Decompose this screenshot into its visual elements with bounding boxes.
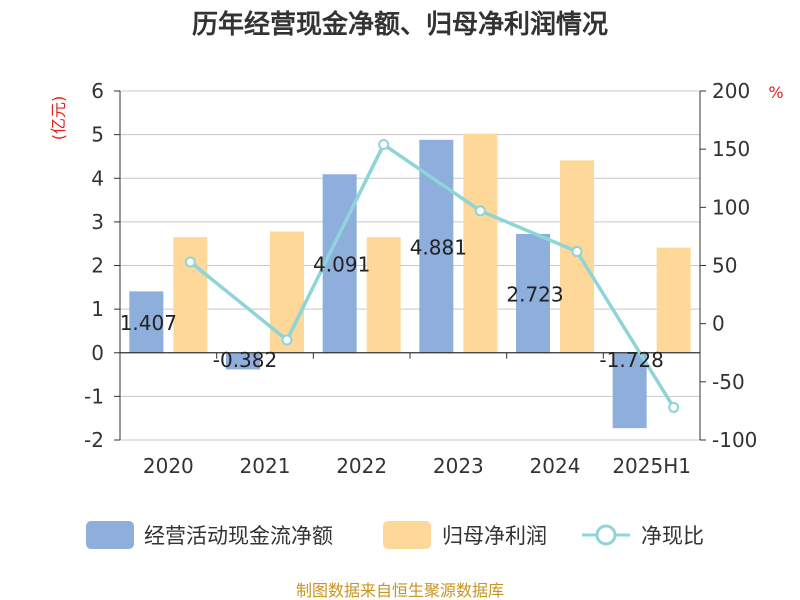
left-tick-label: 6 <box>91 79 104 103</box>
source-note: 制图数据来自恒生聚源数据库 <box>296 581 504 600</box>
x-tick-label: 2021 <box>240 454 291 478</box>
ratio-point <box>571 246 583 258</box>
bar-profit <box>656 247 691 353</box>
legend: 经营活动现金流净额 归母净利润 净现比 <box>86 521 704 549</box>
ratio-point <box>281 334 293 346</box>
legend-swatch-profit <box>383 521 431 549</box>
left-tick-label: -1 <box>84 384 104 408</box>
cashflow-data-label: 4.091 <box>313 253 370 277</box>
right-tick-label: 150 <box>712 137 750 161</box>
right-tick-label: 50 <box>712 254 737 278</box>
x-tick-label: 2022 <box>336 454 387 478</box>
bar-cashflow <box>419 139 454 353</box>
bar-cashflow <box>516 233 550 353</box>
bar-cashflow <box>226 352 260 370</box>
ratio-line-path <box>189 142 676 409</box>
gridlines <box>120 90 700 441</box>
left-tick-label: 2 <box>91 254 104 278</box>
chart-title: 历年经营现金净额、归母净利润情况 <box>192 9 608 40</box>
ratio-point <box>474 205 486 217</box>
left-tick-label: 1 <box>91 297 104 321</box>
right-tick-label: -50 <box>712 370 745 394</box>
legend-label-cashflow: 经营活动现金流净额 <box>144 524 333 548</box>
x-axis <box>119 352 701 359</box>
left-tick-label: 5 <box>91 123 104 147</box>
left-tick-label: -2 <box>84 428 104 452</box>
legend-label-ratio: 净现比 <box>641 524 704 548</box>
right-tick-label: 100 <box>712 195 750 219</box>
right-tick-label: 0 <box>712 312 725 336</box>
ratio-point <box>378 139 390 151</box>
cashflow-data-label: -1.728 <box>599 348 663 372</box>
cashflow-data-label: 4.881 <box>410 235 467 259</box>
ratio-point <box>668 401 680 413</box>
x-tick-label: 2025H1 <box>612 454 691 478</box>
x-tick-label: 2024 <box>530 454 581 478</box>
data-labels: 1.407 -0.382 4.091 4.881 2.723 -1.728 <box>120 235 664 371</box>
bar-cashflow <box>129 291 164 353</box>
bar-profit <box>366 237 401 353</box>
ratio-point <box>184 256 196 268</box>
left-axis: -2 -1 0 1 2 3 4 5 6 <box>84 79 121 452</box>
ratio-line <box>184 139 680 413</box>
bar-cashflow <box>322 174 357 353</box>
right-tick-label: 200 <box>712 79 750 103</box>
left-tick-label: 4 <box>91 166 104 190</box>
legend-swatch-cashflow <box>86 521 134 549</box>
left-tick-label: 0 <box>91 341 104 365</box>
cashflow-data-label: 1.407 <box>120 311 177 335</box>
bar-profit <box>463 133 498 353</box>
cashflow-data-label: 2.723 <box>506 282 563 306</box>
right-axis-unit: % <box>768 83 783 102</box>
x-axis-labels: 2020 2021 2022 2023 2024 2025H1 <box>143 454 691 478</box>
x-tick-label: 2023 <box>433 454 484 478</box>
legend-marker-ratio <box>595 524 617 546</box>
bar-cashflow <box>612 352 647 429</box>
legend-label-profit: 归母净利润 <box>442 524 547 548</box>
x-tick-label: 2020 <box>143 454 194 478</box>
cashflow-data-label: -0.382 <box>213 348 277 372</box>
left-axis-unit: (亿元) <box>49 96 68 141</box>
bar-profit <box>173 237 208 353</box>
right-axis: -100 -50 0 50 100 150 200 <box>699 79 757 452</box>
right-tick-label: -100 <box>712 428 757 452</box>
left-tick-label: 3 <box>91 210 104 234</box>
